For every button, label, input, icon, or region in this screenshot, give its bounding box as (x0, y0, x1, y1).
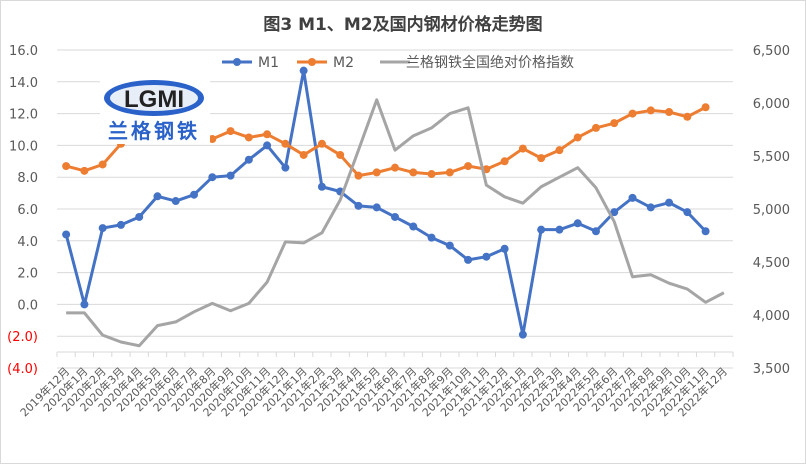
right-tick-label: 4,000 (753, 309, 790, 324)
series-line-3 (66, 98, 725, 348)
data-point-m2 (646, 106, 655, 115)
data-point-m1 (317, 182, 326, 191)
data-point-m2 (80, 166, 89, 175)
data-point-m2 (226, 127, 235, 136)
data-point-m1 (427, 233, 436, 242)
data-point-m1 (299, 66, 308, 75)
data-point-m1 (665, 198, 674, 207)
legend-marker (233, 58, 241, 66)
data-point-m1 (464, 255, 473, 264)
data-point-m2 (427, 170, 436, 179)
data-point-m2 (244, 133, 253, 142)
data-point-m2 (701, 103, 710, 112)
data-point-m2 (537, 154, 546, 163)
right-tick-label: 5,000 (753, 203, 790, 218)
data-point-m1 (354, 201, 363, 210)
left-axis: 16.0 14.0 12.0 10.0 8.0 6.0 4.0 2.0 0.0 (2.0) (4.0… (7, 44, 38, 377)
data-point-m2 (281, 139, 290, 148)
left-tick-label: 2.0 (17, 267, 38, 282)
data-point-m1 (208, 173, 217, 182)
data-point-m2 (665, 108, 674, 117)
data-point-m2 (372, 168, 381, 177)
data-point-m2 (500, 157, 509, 166)
data-point-m2 (573, 133, 582, 142)
data-point-m1 (683, 208, 692, 217)
data-point-m1 (372, 203, 381, 212)
data-point-m2 (683, 112, 692, 121)
data-point-m1 (135, 212, 144, 221)
right-tick-label: 6,500 (753, 44, 790, 59)
logo: LGMI 兰格钢铁 (100, 74, 210, 144)
data-point-m1 (500, 244, 509, 253)
data-point-m2 (555, 146, 564, 155)
data-point-m1 (482, 252, 491, 261)
data-point-m1 (281, 163, 290, 172)
legend-label: M2 (333, 55, 354, 71)
data-point-m2 (208, 135, 217, 144)
right-tick-label: 3,500 (753, 362, 790, 377)
data-point-m1 (391, 212, 399, 221)
data-point-m1 (116, 220, 125, 229)
data-point-m2 (518, 144, 527, 153)
right-tick-label: 6,000 (753, 97, 790, 112)
data-point-m2 (464, 162, 473, 171)
left-tick-label: 8.0 (17, 171, 38, 186)
data-point-m1 (80, 300, 89, 309)
left-tick-label: 10.0 (9, 139, 38, 154)
logo-chinese: 兰格钢铁 (108, 119, 200, 143)
data-point-m2 (409, 168, 418, 177)
data-point-m1 (537, 225, 546, 234)
data-point-m2 (445, 168, 454, 177)
series-lines (62, 66, 725, 348)
logo-latin: LGMI (124, 86, 184, 113)
data-point-m1 (518, 330, 527, 339)
data-point-m1 (153, 192, 162, 201)
legend: M1 M2 兰格钢铁全国绝对价格指数 (222, 54, 574, 71)
data-point-m1 (591, 227, 600, 236)
data-point-m2 (591, 123, 600, 132)
data-point-m1 (610, 208, 619, 217)
data-point-m1 (409, 222, 418, 231)
data-point-m2 (336, 150, 345, 159)
chart-title: 图3 M1、M2及国内钢材价格走势图 (263, 14, 542, 35)
data-point-m2 (263, 130, 272, 139)
data-point-m1 (62, 230, 71, 239)
x-axis: 2019年12月2020年1月2020年2月2020年3月2020年4月2020… (17, 351, 734, 419)
left-tick-label: 16.0 (9, 44, 38, 59)
data-point-m2 (354, 171, 363, 180)
right-tick-label: 4,500 (753, 256, 790, 271)
data-point-m2 (391, 163, 399, 172)
data-point-m2 (317, 139, 326, 148)
left-tick-label: 0.0 (17, 298, 38, 313)
data-point-m1 (573, 219, 582, 228)
legend-label: M1 (258, 55, 279, 71)
data-point-m1 (263, 141, 272, 150)
data-point-m1 (226, 171, 235, 180)
data-point-m1 (628, 193, 637, 202)
left-tick-label: 6.0 (17, 203, 38, 218)
data-point-m2 (299, 150, 308, 159)
data-point-m1 (190, 190, 199, 199)
data-point-m2 (610, 119, 619, 128)
data-point-m1 (646, 203, 655, 212)
legend-label: 兰格钢铁全国绝对价格指数 (406, 54, 574, 71)
data-point-m1 (171, 197, 180, 206)
legend-marker (308, 58, 316, 66)
data-point-m2 (628, 109, 637, 118)
data-point-m2 (62, 162, 71, 171)
data-point-m1 (701, 227, 710, 236)
right-axis: 6,500 6,000 5,500 5,000 4,500 4,000 3,500 (753, 44, 790, 377)
data-point-m1 (244, 155, 253, 164)
data-point-m1 (445, 241, 454, 250)
left-tick-label: (2.0) (7, 330, 38, 345)
data-point-m2 (98, 160, 107, 169)
data-point-m1 (555, 225, 564, 234)
left-tick-label: 12.0 (9, 108, 38, 123)
data-point-m1 (98, 224, 107, 233)
left-tick-label: (4.0) (7, 362, 38, 377)
left-tick-label: 14.0 (9, 76, 38, 91)
left-tick-label: 4.0 (17, 235, 38, 250)
right-tick-label: 5,500 (753, 150, 790, 165)
